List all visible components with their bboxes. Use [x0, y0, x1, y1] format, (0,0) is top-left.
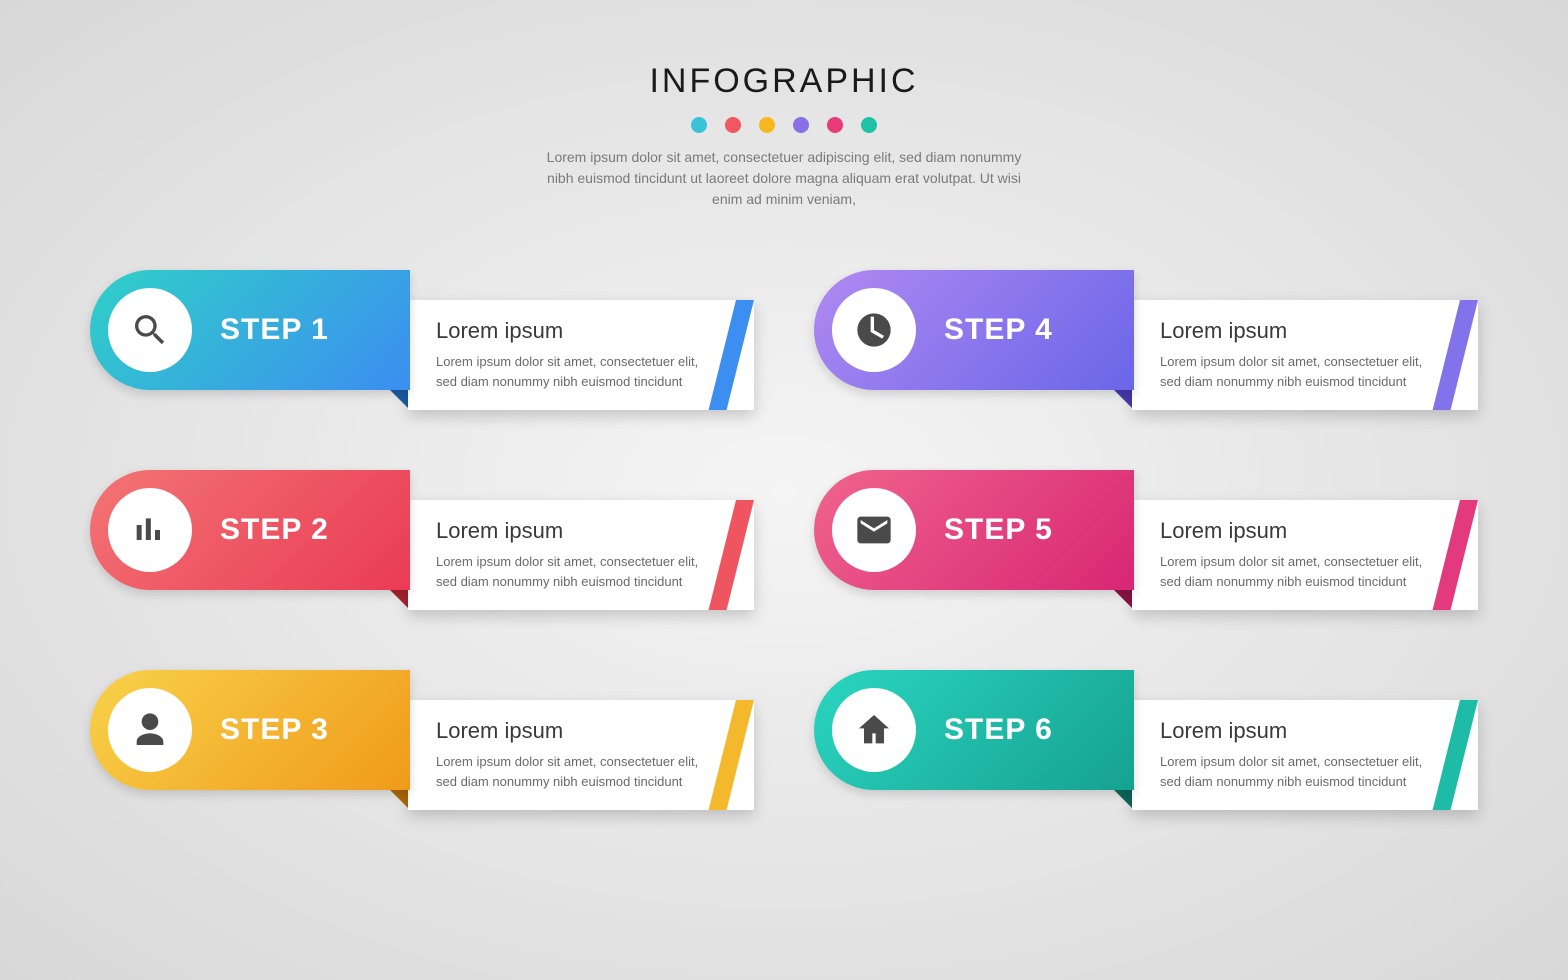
search-icon: [108, 288, 192, 372]
ribbon-fold: [390, 590, 410, 610]
desc-text: Lorem ipsum dolor sit amet, consectetuer…: [436, 552, 714, 591]
legend-dot: [759, 117, 775, 133]
desc-title: Lorem ipsum: [1160, 718, 1438, 744]
header: INFOGRAPHIC Lorem ipsum dolor sit amet, …: [0, 0, 1568, 210]
step-description: Lorem ipsum Lorem ipsum dolor sit amet, c…: [1132, 700, 1478, 810]
legend-dot: [691, 117, 707, 133]
step-badge: STEP 6: [814, 670, 1134, 790]
color-dots: [0, 117, 1568, 133]
step-label: STEP 2: [220, 513, 329, 547]
step-card: STEP 3 Lorem ipsum Lorem ipsum dolor sit a…: [90, 670, 754, 810]
step-description: Lorem ipsum Lorem ipsum dolor sit amet, c…: [408, 700, 754, 810]
legend-dot: [793, 117, 809, 133]
desc-title: Lorem ipsum: [1160, 518, 1438, 544]
desc-title: Lorem ipsum: [436, 518, 714, 544]
desc-title: Lorem ipsum: [436, 718, 714, 744]
legend-dot: [827, 117, 843, 133]
accent-stripe: [1460, 300, 1478, 410]
ribbon-fold: [1114, 590, 1134, 610]
step-badge: STEP 3: [90, 670, 410, 790]
step-card: STEP 1 Lorem ipsum Lorem ipsum dolor sit a…: [90, 270, 754, 410]
step-label: STEP 1: [220, 313, 329, 347]
steps-grid: STEP 1 Lorem ipsum Lorem ipsum dolor sit a…: [0, 210, 1568, 810]
accent-stripe: [736, 300, 754, 410]
clock-icon: [832, 288, 916, 372]
subtitle: Lorem ipsum dolor sit amet, consectetuer…: [544, 147, 1024, 210]
ribbon-fold: [1114, 790, 1134, 810]
page-title: INFOGRAPHIC: [0, 62, 1568, 101]
step-description: Lorem ipsum Lorem ipsum dolor sit amet, c…: [1132, 300, 1478, 410]
accent-stripe: [1460, 500, 1478, 610]
ribbon-fold: [390, 390, 410, 410]
step-badge: STEP 5: [814, 470, 1134, 590]
step-label: STEP 5: [944, 513, 1053, 547]
step-card: STEP 5 Lorem ipsum Lorem ipsum dolor sit a…: [814, 470, 1478, 610]
barchart-icon: [108, 488, 192, 572]
user-icon: [108, 688, 192, 772]
desc-text: Lorem ipsum dolor sit amet, consectetuer…: [1160, 752, 1438, 791]
accent-stripe: [736, 700, 754, 810]
desc-title: Lorem ipsum: [1160, 318, 1438, 344]
home-icon: [832, 688, 916, 772]
desc-text: Lorem ipsum dolor sit amet, consectetuer…: [436, 352, 714, 391]
step-badge: STEP 2: [90, 470, 410, 590]
accent-stripe: [1460, 700, 1478, 810]
step-label: STEP 3: [220, 713, 329, 747]
ribbon-fold: [390, 790, 410, 810]
legend-dot: [861, 117, 877, 133]
legend-dot: [725, 117, 741, 133]
step-badge: STEP 4: [814, 270, 1134, 390]
step-badge: STEP 1: [90, 270, 410, 390]
mail-icon: [832, 488, 916, 572]
step-card: STEP 4 Lorem ipsum Lorem ipsum dolor sit a…: [814, 270, 1478, 410]
step-card: STEP 2 Lorem ipsum Lorem ipsum dolor sit a…: [90, 470, 754, 610]
step-card: STEP 6 Lorem ipsum Lorem ipsum dolor sit a…: [814, 670, 1478, 810]
step-description: Lorem ipsum Lorem ipsum dolor sit amet, c…: [408, 500, 754, 610]
step-label: STEP 4: [944, 313, 1053, 347]
desc-title: Lorem ipsum: [436, 318, 714, 344]
step-description: Lorem ipsum Lorem ipsum dolor sit amet, c…: [1132, 500, 1478, 610]
desc-text: Lorem ipsum dolor sit amet, consectetuer…: [1160, 352, 1438, 391]
accent-stripe: [736, 500, 754, 610]
ribbon-fold: [1114, 390, 1134, 410]
step-label: STEP 6: [944, 713, 1053, 747]
desc-text: Lorem ipsum dolor sit amet, consectetuer…: [436, 752, 714, 791]
step-description: Lorem ipsum Lorem ipsum dolor sit amet, c…: [408, 300, 754, 410]
desc-text: Lorem ipsum dolor sit amet, consectetuer…: [1160, 552, 1438, 591]
